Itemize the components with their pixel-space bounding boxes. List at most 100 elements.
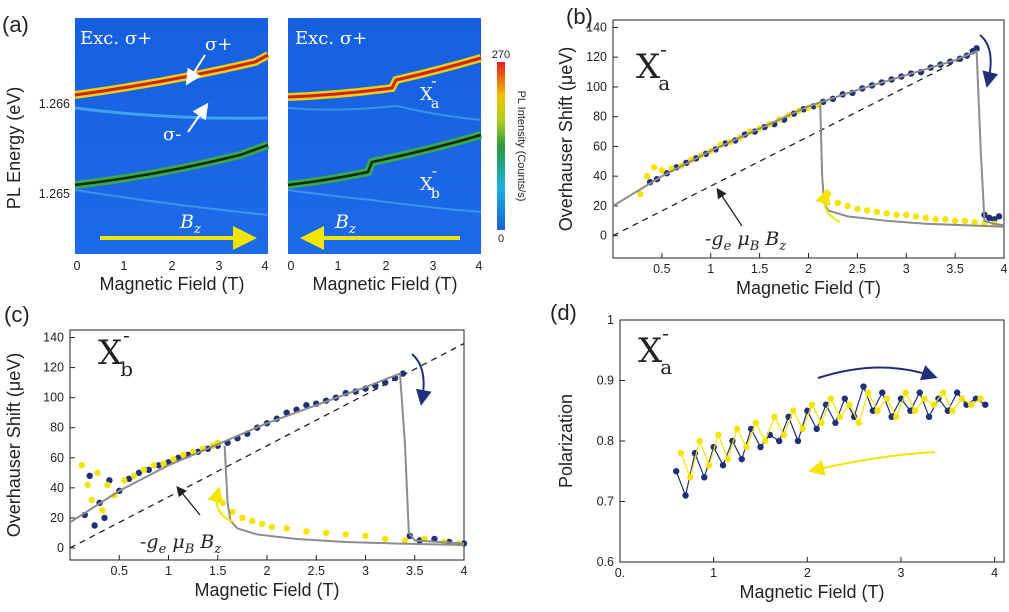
x-tick-label: 4 bbox=[991, 566, 998, 580]
panel-b-label: (b) bbox=[566, 4, 593, 29]
data-point bbox=[362, 532, 369, 540]
chart-b-fit-up-curve bbox=[612, 49, 1005, 227]
y-tick-label: 40 bbox=[593, 169, 607, 183]
y-tick-label: 140 bbox=[586, 20, 607, 34]
left-xtick-3: 3 bbox=[216, 259, 223, 273]
chart-c-fit-down-curve bbox=[223, 445, 465, 546]
panel-a-xticks: 0 1 2 3 4 0 1 2 3 4 bbox=[74, 259, 483, 273]
data-point bbox=[864, 389, 872, 396]
data-point bbox=[637, 190, 644, 198]
data-point bbox=[88, 496, 95, 504]
panel-d-label: (d) bbox=[550, 300, 577, 325]
data-point bbox=[930, 401, 937, 408]
left-map-sigma-minus-arrow bbox=[187, 102, 209, 133]
data-point bbox=[761, 437, 769, 445]
data-point bbox=[239, 514, 246, 522]
x-tick-label: 3.5 bbox=[406, 564, 423, 578]
data-point bbox=[738, 455, 745, 463]
right-map-faint-line-2 bbox=[287, 189, 482, 213]
data-point bbox=[942, 216, 949, 223]
chart-b: 0.5 1 1.5 2 2.5 3 3.5 4020406080100120140Magnet… bbox=[556, 19, 1008, 298]
data-point bbox=[846, 401, 853, 408]
data-point bbox=[170, 456, 177, 463]
data-point bbox=[922, 214, 929, 222]
y-tick-label: 100 bbox=[43, 391, 64, 405]
y-tick-label: 40 bbox=[50, 481, 64, 495]
data-point bbox=[944, 407, 952, 414]
data-point bbox=[733, 425, 741, 433]
data-point bbox=[91, 522, 98, 529]
data-point bbox=[125, 475, 133, 483]
chart-b-fit-down-curve bbox=[819, 104, 1005, 228]
data-point bbox=[84, 481, 91, 489]
data-point bbox=[401, 537, 409, 544]
data-point bbox=[757, 443, 764, 451]
panel-a: (a) PL Energy (eV) 1.266 1.265 Exc. σ+ σ… bbox=[2, 12, 527, 294]
panel-a-left-map: Exc. σ+ σ+ σ- Bz bbox=[74, 18, 270, 254]
panel-c-up-sweep-arrow bbox=[411, 353, 432, 406]
data-point bbox=[78, 462, 86, 469]
data-point bbox=[342, 531, 349, 538]
data-point bbox=[160, 460, 167, 467]
colorbar-label: PL Intensity (Counts/s) bbox=[515, 91, 527, 202]
x-tick-label: 2 bbox=[805, 262, 812, 276]
data-point bbox=[991, 216, 998, 223]
chart-d-frame bbox=[619, 319, 1005, 563]
x-tick-label: 4 bbox=[461, 564, 468, 578]
data-point bbox=[799, 425, 806, 433]
data-point bbox=[873, 208, 881, 216]
data-point bbox=[140, 466, 148, 474]
y-tick-label: 20 bbox=[593, 199, 607, 213]
data-point bbox=[229, 508, 236, 516]
y-tick-label: 100 bbox=[586, 80, 607, 94]
left-map-field-label: Bz bbox=[179, 211, 201, 237]
x-tick-label: 3.5 bbox=[946, 262, 963, 276]
left-map-sigma-plus-label: σ+ bbox=[205, 34, 232, 55]
data-point bbox=[827, 395, 834, 402]
data-point bbox=[973, 45, 980, 52]
data-point bbox=[135, 469, 143, 477]
panel-b-species-label: Xa- bbox=[636, 37, 670, 95]
left-map-lower-core bbox=[74, 143, 269, 187]
data-point bbox=[150, 462, 157, 469]
colorbar-gradient bbox=[497, 62, 505, 230]
panel-b-line-annotation: -ge μB Bz bbox=[705, 228, 786, 254]
data-point bbox=[104, 481, 111, 489]
panel-c-line-annotation: -ge μB Bz bbox=[140, 531, 221, 557]
left-map-sigma-minus-line bbox=[74, 106, 269, 120]
data-point bbox=[808, 401, 816, 408]
panel-a-label: (a) bbox=[2, 12, 29, 37]
data-point bbox=[682, 492, 689, 499]
chart-d-xlabel: Magnetic Field (T) bbox=[739, 582, 884, 602]
data-point bbox=[971, 219, 978, 226]
data-point bbox=[101, 514, 108, 522]
y-tick-label: 0 bbox=[57, 541, 64, 555]
panel-a-right-xlabel: Magnetic Field (T) bbox=[312, 274, 457, 294]
left-xtick-1: 1 bbox=[121, 259, 128, 273]
data-point bbox=[932, 216, 939, 223]
colorbar-max: 270 bbox=[492, 49, 510, 61]
data-point bbox=[879, 389, 886, 396]
data-point bbox=[893, 211, 900, 219]
data-point bbox=[977, 395, 984, 402]
data-point bbox=[249, 517, 256, 525]
chart-c-linear-reference bbox=[69, 342, 465, 549]
panel-c-species-label: Xb- bbox=[98, 323, 133, 381]
right-xtick-0: 0 bbox=[288, 259, 295, 273]
data-point bbox=[155, 462, 162, 469]
series-line bbox=[675, 384, 986, 498]
right-map-xb-label: Xb- bbox=[420, 161, 440, 202]
data-point bbox=[841, 395, 848, 402]
data-point bbox=[907, 407, 914, 414]
y-tick-label: 80 bbox=[593, 110, 607, 124]
colorbar-min: 0 bbox=[498, 233, 504, 245]
data-point bbox=[644, 172, 651, 180]
right-xtick-2: 2 bbox=[383, 259, 390, 273]
panel-c-annotation-arrow bbox=[176, 485, 201, 516]
data-point bbox=[893, 413, 900, 420]
data-point bbox=[916, 389, 923, 396]
data-point bbox=[771, 413, 778, 420]
left-map-faint-line bbox=[74, 189, 269, 216]
left-map-sigma-minus-label: σ- bbox=[163, 124, 181, 145]
data-point bbox=[268, 523, 276, 531]
